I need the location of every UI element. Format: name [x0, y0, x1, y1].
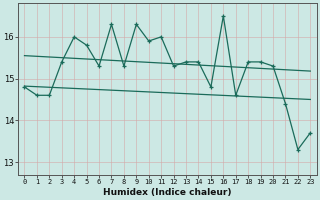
X-axis label: Humidex (Indice chaleur): Humidex (Indice chaleur) — [103, 188, 232, 197]
